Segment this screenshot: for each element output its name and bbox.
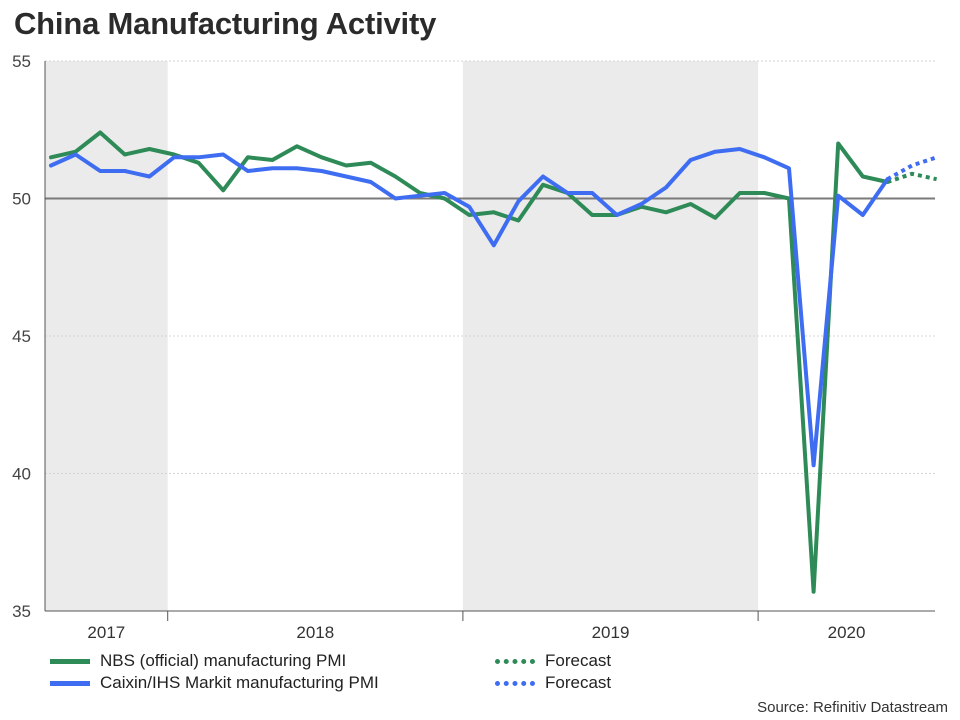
forecast-line-nbs bbox=[886, 171, 938, 184]
chart-title: China Manufacturing Activity bbox=[14, 6, 437, 41]
x-tick-label-2018: 2018 bbox=[296, 623, 334, 642]
legend-label-caixin: Caixin/IHS Markit manufacturing PMI bbox=[100, 673, 379, 692]
series-line-caixin bbox=[49, 147, 890, 468]
legend-item-forecast-caixin: Forecast bbox=[495, 673, 611, 693]
legend-item-nbs: NBS (official) manufacturing PMI bbox=[50, 651, 346, 671]
legend-swatch-caixin bbox=[50, 680, 90, 686]
y-tick-label-40: 40 bbox=[12, 465, 31, 484]
x-axis: 2017 2018 2019 2020 bbox=[44, 61, 935, 642]
legend-label-nbs: NBS (official) manufacturing PMI bbox=[100, 651, 347, 670]
source-note: Source: Refinitiv Datastream bbox=[757, 699, 948, 716]
forecast-line-caixin bbox=[886, 155, 938, 181]
y-axis-tick-labels: 35 40 45 50 55 bbox=[12, 52, 31, 621]
legend-swatch-forecast-caixin bbox=[495, 680, 535, 686]
y-tick-label-45: 45 bbox=[12, 327, 31, 346]
legend-label-forecast-nbs: Forecast bbox=[545, 651, 612, 670]
legend-swatch-forecast-nbs bbox=[495, 658, 535, 664]
legend-swatch-nbs bbox=[50, 658, 90, 664]
x-tick-label-2017: 2017 bbox=[87, 623, 125, 642]
x-tick-label-2019: 2019 bbox=[592, 623, 630, 642]
y-tick-label-50: 50 bbox=[12, 190, 31, 209]
legend-label-forecast-caixin: Forecast bbox=[545, 673, 612, 692]
series-line-nbs bbox=[49, 130, 890, 594]
legend-item-forecast-nbs: Forecast bbox=[495, 651, 611, 671]
y-tick-label-55: 55 bbox=[12, 52, 31, 71]
series-lines bbox=[49, 130, 938, 594]
y-tick-label-35: 35 bbox=[12, 602, 31, 621]
legend-item-caixin: Caixin/IHS Markit manufacturing PMI bbox=[50, 673, 379, 693]
x-tick-label-2020: 2020 bbox=[828, 623, 866, 642]
